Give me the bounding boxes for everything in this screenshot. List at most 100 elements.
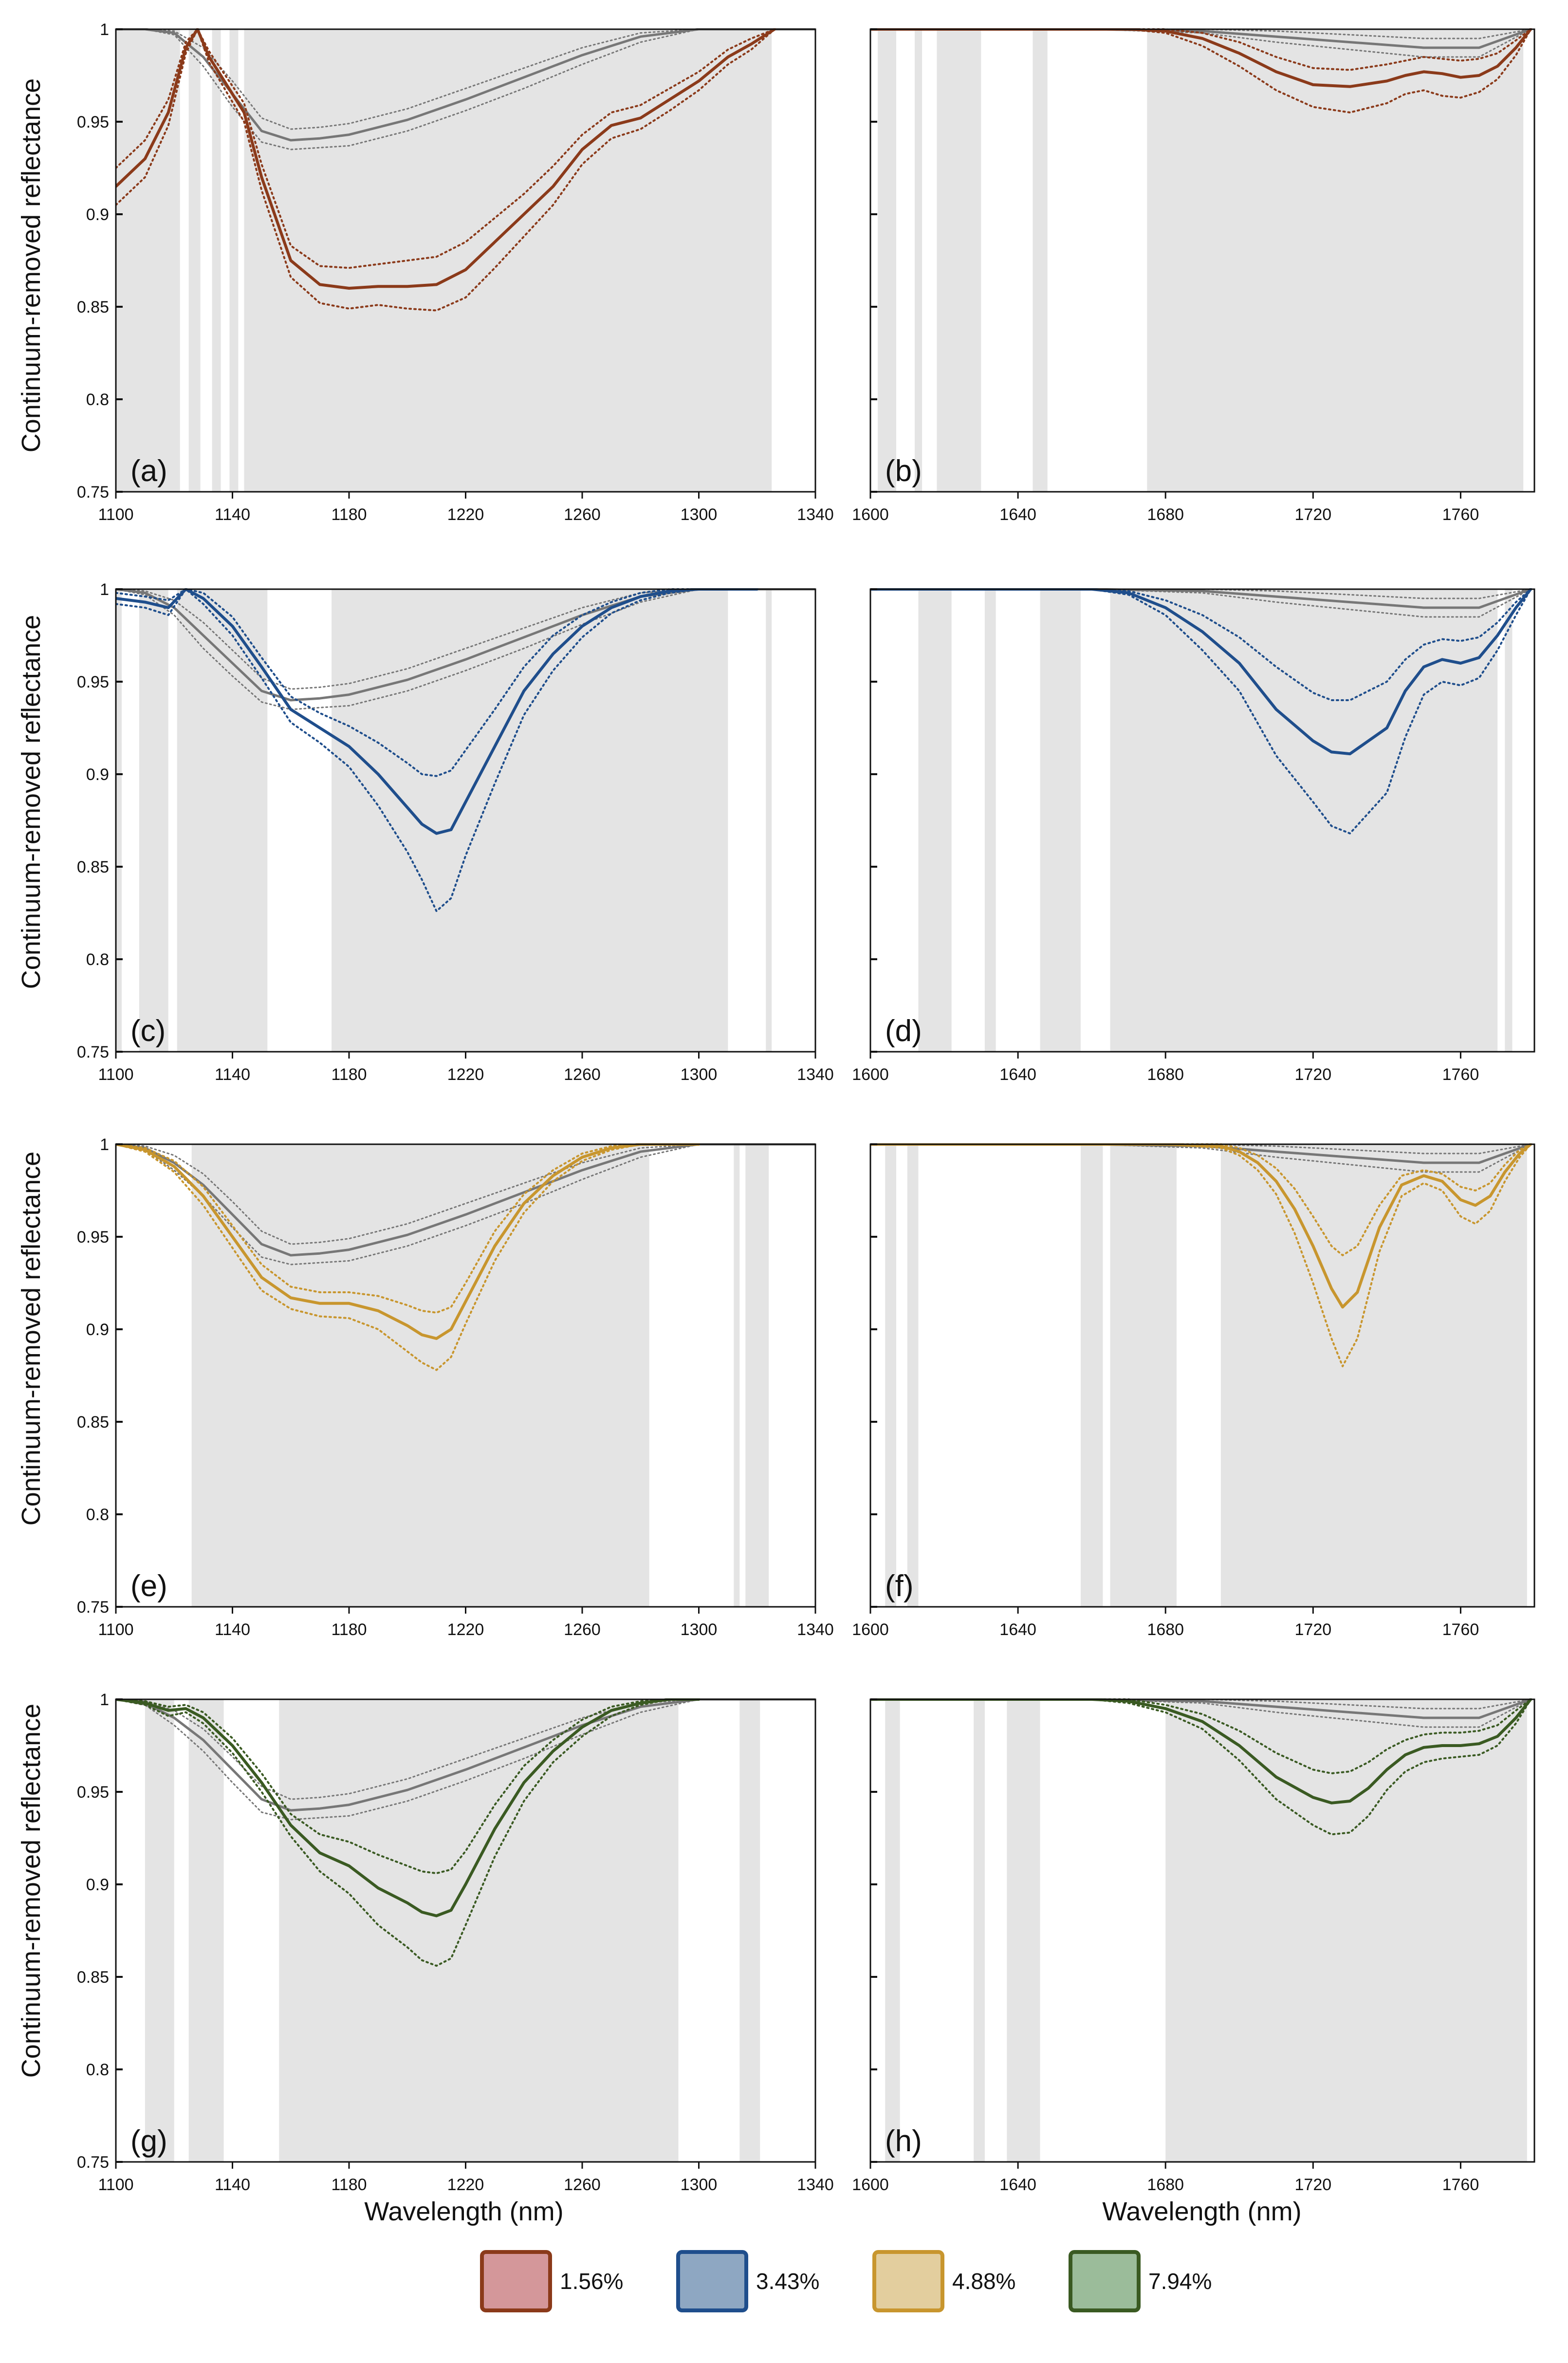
legend-swatch-7-94: [1069, 2250, 1141, 2312]
x-tick-label-e-1: 1140: [215, 1620, 250, 1639]
y-tick-label-e-3: 0.9: [86, 1321, 109, 1339]
y-tick-label-a-4: 0.95: [77, 113, 109, 131]
panel-d: 1600 1640 1680 1720 1760 (d): [852, 588, 1535, 1084]
panel-e: 0.75 0.8 0.85 0.9 0.95 1 1100 1140 1180 1220 1260 1…: [77, 1135, 834, 1639]
reference-upper-a: [116, 28, 815, 130]
series-lower-b: [870, 28, 1532, 113]
x-tick-label-d-1: 1640: [999, 1065, 1036, 1084]
y-tick-label-c-4: 0.95: [77, 673, 109, 691]
y-tick-label-c-0: 0.75: [77, 1043, 109, 1061]
series-lower-g: [116, 1698, 700, 1967]
series-mean-e: [116, 1143, 701, 1340]
panel-label-h: (h): [885, 2124, 922, 2158]
x-tick-label-d-4: 1760: [1442, 1065, 1479, 1084]
x-tick-label-f-2: 1680: [1147, 1620, 1184, 1639]
shaded-band-d-3: [1110, 589, 1498, 1052]
shaded-band-e-0: [191, 1144, 649, 1607]
y-tick-label-g-4: 0.95: [77, 1783, 109, 1802]
x-tick-label-d-2: 1680: [1147, 1065, 1184, 1084]
x-tick-label-h-3: 1720: [1295, 2176, 1332, 2194]
shaded-band-h-0: [885, 1699, 900, 2162]
series-mean-c: [116, 588, 759, 835]
shaded-band-c-4: [766, 589, 772, 1052]
series-upper-f: [870, 1143, 1532, 1256]
reference-lower-a: [116, 28, 815, 150]
series-lower-f: [870, 1143, 1532, 1367]
series-mean-h: [870, 1698, 1532, 1805]
y-tick-label-a-2: 0.85: [77, 298, 109, 316]
panel-b: 1600 1640 1680 1720 1760 (b): [852, 28, 1535, 524]
x-tick-label-a-4: 1260: [564, 505, 601, 524]
shaded-band-f-4: [1220, 1144, 1527, 1607]
x-tick-label-h-4: 1760: [1442, 2176, 1479, 2194]
x-tick-label-a-0: 1100: [98, 505, 133, 524]
reference-lower-d: [870, 588, 1531, 618]
y-tick-label-e-0: 0.75: [77, 1598, 109, 1617]
shaded-band-h-3: [1165, 1699, 1527, 2162]
x-tick-label-b-1: 1640: [999, 505, 1036, 524]
y-axis-label-row-1: Continuum-removed reflectance: [17, 78, 46, 452]
y-tick-label-a-0: 0.75: [77, 483, 109, 502]
reference-upper-e: [116, 1143, 815, 1245]
y-tick-label-g-5: 1: [100, 1691, 109, 1709]
x-tick-label-f-4: 1760: [1442, 1620, 1479, 1639]
series-upper-g: [116, 1698, 700, 1875]
x-tick-label-a-6: 1340: [797, 505, 834, 524]
x-tick-label-a-1: 1140: [215, 505, 250, 524]
shaded-band-f-1: [907, 1144, 919, 1607]
series-group-h: [870, 1698, 1532, 1836]
x-tick-label-g-0: 1100: [98, 2176, 133, 2194]
x-tick-label-f-3: 1720: [1295, 1620, 1332, 1639]
shaded-band-a-3: [229, 29, 239, 492]
shaded-band-c-1: [139, 589, 168, 1052]
shaded-band-e-1: [734, 1144, 740, 1607]
shaded-band-d-2: [1040, 589, 1081, 1052]
shaded-band-b-2: [937, 29, 981, 492]
shaded-band-h-2: [1007, 1699, 1040, 2162]
shaded-band-d-1: [984, 589, 996, 1052]
x-tick-label-b-3: 1720: [1295, 505, 1332, 524]
panel-label-b: (b): [885, 454, 922, 488]
x-tick-label-e-5: 1300: [681, 1620, 718, 1639]
x-axis-label-left: Wavelength (nm): [364, 2197, 563, 2226]
shaded-band-g-0: [145, 1699, 174, 2162]
panel-g: 0.75 0.8 0.85 0.9 0.95 1 1100 1140 1180 1220 1260 1…: [77, 1691, 834, 2194]
y-tick-label-a-3: 0.9: [86, 205, 109, 224]
series-mean-b: [870, 28, 1532, 88]
reference-upper-h: [870, 1698, 1531, 1710]
legend-label-4-88: 4.88%: [952, 2269, 1015, 2294]
x-tick-label-e-0: 1100: [98, 1620, 133, 1639]
panel-h: 1600 1640 1680 1720 1760 (h): [852, 1698, 1535, 2194]
x-tick-label-c-2: 1180: [331, 1065, 367, 1084]
panels: 0.75 0.8 0.85 0.9 0.95 1 1100 1140 1180 1220 1260 1…: [77, 20, 1535, 2194]
x-tick-label-e-2: 1180: [331, 1620, 367, 1639]
reference-upper-b: [870, 28, 1531, 39]
x-tick-label-a-5: 1300: [681, 505, 718, 524]
panel-label-f: (f): [885, 1569, 914, 1603]
shaded-band-g-1: [188, 1699, 224, 2162]
shaded-band-a-0: [116, 29, 180, 492]
reference-lower-c: [116, 588, 815, 710]
series-upper-d: [870, 588, 1532, 701]
x-tick-label-a-2: 1180: [331, 505, 367, 524]
shaded-band-a-4: [244, 29, 772, 492]
shaded-band-c-0: [116, 589, 122, 1052]
x-tick-label-f-0: 1600: [852, 1620, 889, 1639]
series-group-e: [116, 1143, 815, 1371]
x-tick-label-g-3: 1220: [447, 2176, 484, 2194]
shaded-band-f-3: [1110, 1144, 1177, 1607]
series-mean-f: [870, 1143, 1532, 1309]
y-axis-label-row-2: Continuum-removed reflectance: [17, 615, 46, 989]
x-tick-label-c-4: 1260: [564, 1065, 601, 1084]
y-tick-label-e-5: 1: [100, 1135, 109, 1154]
series-group-a: [116, 28, 815, 312]
series-group-g: [116, 1698, 815, 1967]
x-tick-label-c-0: 1100: [98, 1065, 133, 1084]
plot-frame-b: [869, 28, 1535, 493]
reference-mean-a: [116, 28, 815, 142]
y-tick-label-g-0: 0.75: [77, 2153, 109, 2172]
legend: 1.56% 3.43% 4.88% 7.94%: [480, 2250, 1212, 2312]
x-tick-label-c-5: 1300: [681, 1065, 718, 1084]
x-tick-label-c-6: 1340: [797, 1065, 834, 1084]
series-group-c: [116, 588, 815, 912]
